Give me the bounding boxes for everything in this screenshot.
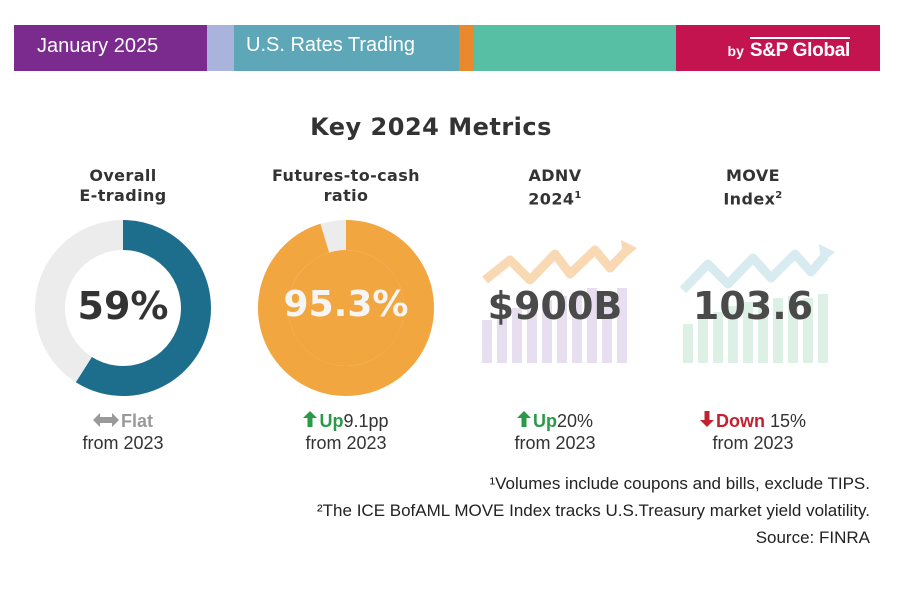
metric-label: MOVE Index2 — [653, 166, 853, 210]
section-segment: U.S. Rates Trading — [234, 25, 459, 71]
metric-change: Flat from 2023 — [23, 410, 223, 454]
metric-futures-to-cash: Futures-to-cash ratio 95.3% Up9.1pp from… — [246, 166, 446, 453]
metric-label: ADNV 20241 — [455, 166, 655, 210]
change-from: from 2023 — [514, 433, 596, 453]
up-arrow-icon — [303, 410, 318, 432]
down-arrow-icon — [699, 410, 714, 432]
report-date: January 2025 — [37, 35, 159, 57]
left-right-arrow-icon — [92, 410, 119, 432]
change-from: from 2023 — [305, 433, 387, 453]
metric-change: Up20% from 2023 — [455, 410, 655, 454]
donut-center-fill — [288, 250, 404, 366]
donut-chart: 95.3% — [246, 218, 446, 398]
metric-value: 59% — [77, 284, 169, 328]
metric-label-text: MOVE Index — [723, 166, 780, 209]
band-segment — [474, 25, 676, 71]
trend-illustration: $900B — [455, 218, 655, 398]
change-direction: Up — [532, 411, 557, 431]
footnote-marker: 2 — [775, 190, 783, 201]
change-from: from 2023 — [82, 433, 164, 453]
change-direction: Up — [319, 411, 344, 431]
metric-label-text: Overall E-trading — [79, 166, 167, 205]
header-band: January 2025 U.S. Rates Trading by S&P Gl… — [14, 25, 880, 71]
change-amount: 20% — [556, 411, 594, 431]
brand-segment: by S&P Global — [676, 25, 880, 71]
change-direction: Down — [715, 411, 765, 431]
metric-value: $900B — [487, 284, 623, 328]
metric-label: Overall E-trading — [23, 166, 223, 210]
donut-slice — [75, 220, 211, 396]
metric-adnv: ADNV 20241 $900B Up20% from 2023 — [455, 166, 655, 453]
section-name: U.S. Rates Trading — [246, 34, 415, 56]
metric-value: 95.3% — [283, 284, 409, 325]
footnote-1: ¹Volumes include coupons and bills, excl… — [489, 474, 870, 493]
date-segment: January 2025 — [14, 25, 207, 71]
brand-name: S&P Global — [749, 37, 850, 61]
page-title: Key 2024 Metrics — [310, 113, 552, 141]
source-note: Source: FINRA — [755, 528, 870, 547]
metric-move-index: MOVE Index2 103.6 Down 15% from 2023 — [653, 166, 853, 453]
donut-svg — [258, 220, 434, 396]
bars-trend-icon — [679, 244, 835, 363]
trend-illustration: 103.6 — [653, 218, 853, 398]
metric-change: Down 15% from 2023 — [653, 410, 853, 454]
metric-value: 103.6 — [692, 284, 814, 328]
up-arrow-icon — [516, 410, 531, 432]
donut-svg — [35, 220, 211, 396]
footnote-2: ²The ICE BofAML MOVE Index tracks U.S.Tr… — [317, 501, 870, 520]
brand-logo: by S&P Global — [727, 37, 850, 62]
metric-label-text: ADNV 2024 — [528, 166, 582, 209]
bars-trend-icon — [482, 240, 637, 363]
band-segment — [459, 25, 474, 71]
footnote-marker: 1 — [574, 190, 582, 201]
donut-chart: 59% — [23, 218, 223, 398]
change-direction: Flat — [120, 411, 153, 431]
metric-change: Up9.1pp from 2023 — [246, 410, 446, 454]
footnotes: ¹Volumes include coupons and bills, excl… — [317, 470, 870, 551]
change-from: from 2023 — [712, 433, 794, 453]
brand-by: by — [727, 43, 744, 59]
donut-slice — [258, 220, 434, 396]
metric-overall-etrading: Overall E-trading 59% Flat from 2023 — [23, 166, 223, 453]
metric-label: Futures-to-cash ratio — [246, 166, 446, 210]
change-amount: 9.1pp — [343, 411, 389, 431]
band-segment — [207, 25, 234, 71]
metric-label-text: Futures-to-cash ratio — [272, 166, 420, 205]
change-amount: 15% — [769, 411, 807, 431]
